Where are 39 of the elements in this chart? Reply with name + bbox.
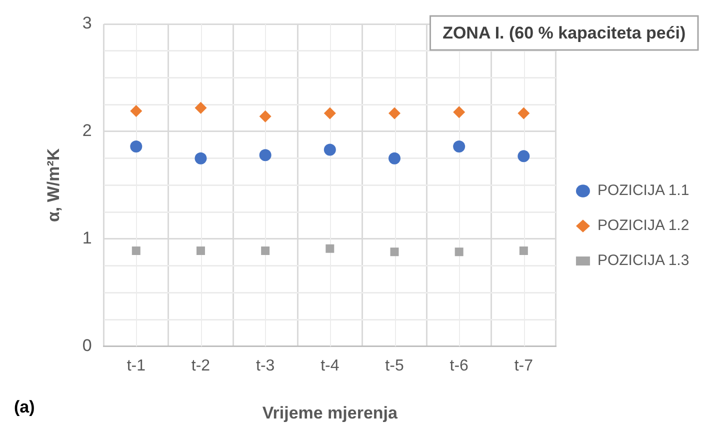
x-tick-label: t-2	[191, 357, 210, 374]
x-tick-label: t-1	[126, 357, 146, 374]
point	[388, 107, 400, 120]
y-tick-label: 1	[82, 228, 92, 248]
point	[453, 106, 466, 118]
legend-label: POZICIJA 1.1	[597, 182, 690, 200]
y-tick-label: 0	[82, 336, 92, 356]
y-tick-label: 3	[82, 14, 92, 33]
y-tick-label: 2	[82, 121, 92, 140]
x-tick-label: t-4	[320, 357, 340, 374]
text: (a)	[14, 398, 35, 417]
point	[259, 110, 272, 122]
point	[196, 246, 205, 255]
point	[132, 246, 140, 255]
x-tick-label: t-3	[256, 357, 275, 374]
point	[518, 107, 530, 120]
point	[261, 246, 270, 255]
point	[388, 152, 400, 164]
point	[324, 144, 336, 156]
point	[259, 149, 272, 162]
point	[454, 248, 464, 256]
point	[326, 244, 334, 253]
legend-label: POZICIJA 1.3	[597, 252, 690, 270]
legend-label: POZICIJA 1.2	[597, 217, 690, 234]
point	[453, 140, 466, 153]
point	[130, 140, 142, 153]
point	[390, 248, 399, 256]
x-tick-label: t-6	[450, 357, 469, 374]
point	[518, 150, 530, 162]
x-tick-label: t-7	[514, 357, 534, 374]
x-axis-title: Vrijeme mjerenja	[262, 403, 398, 422]
x-tick-label: t-5	[385, 357, 404, 374]
point	[324, 107, 336, 120]
point	[519, 246, 528, 255]
point	[194, 152, 207, 164]
point	[130, 105, 142, 118]
chart-title: ZONA I. (60 % kapaciteta peći)	[442, 24, 686, 43]
y-axis-title: α, W/m²K	[44, 148, 63, 222]
point	[194, 102, 207, 114]
